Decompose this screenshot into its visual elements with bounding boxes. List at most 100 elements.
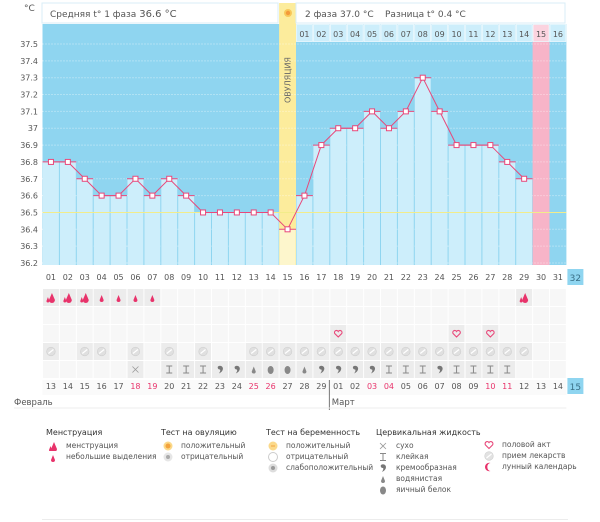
symptom-cell <box>550 325 566 342</box>
symptom-cell <box>550 361 566 378</box>
cycle-day-label: 05 <box>113 273 123 282</box>
calendar-date: 07 <box>435 382 445 391</box>
legend-item: отрицательный <box>286 452 349 461</box>
legend-title: Цервикальная жидкость <box>376 428 481 437</box>
temperature-bar <box>499 161 516 265</box>
cycle-day-label: 12 <box>232 273 242 282</box>
symptom-cell <box>414 307 431 324</box>
creamy-icon <box>234 365 240 374</box>
symptom-cell <box>93 361 110 378</box>
phase2-day-cell <box>515 24 533 42</box>
temperature-point <box>64 158 71 165</box>
heavy-menstruation-icon <box>65 293 72 303</box>
legend-item: положительный <box>286 441 351 450</box>
symptom-cell-filled <box>330 325 347 342</box>
temperature-bar <box>245 212 262 265</box>
symptom-cell <box>499 325 516 342</box>
calendar-date: 27 <box>282 382 292 391</box>
pregnancy-positive-icon <box>266 441 280 451</box>
cycle-day-label: 14 <box>266 273 276 282</box>
symptom-cell <box>195 325 211 342</box>
temperature-bar <box>262 212 279 265</box>
y-tick-label: 36.2 <box>20 259 38 268</box>
pill-icon-line <box>48 349 54 354</box>
footer-divider <box>42 519 568 520</box>
cycle-day-label: 07 <box>147 273 157 282</box>
pill-icon-line <box>436 349 443 354</box>
legend-cervical: Цервикальная жидкость сухо клейкая кремо… <box>376 428 481 495</box>
symptom-cell <box>431 325 448 342</box>
symptom-cell <box>161 289 178 306</box>
cycle-day-label: 24 <box>435 273 445 282</box>
temperature-point <box>385 125 392 132</box>
calendar-date: 19 <box>147 382 157 391</box>
temperature-bar <box>59 161 76 265</box>
sticky-icon <box>376 452 390 462</box>
y-tick-label: 36.9 <box>20 141 38 150</box>
calendar-date: 25 <box>249 382 259 391</box>
symptom-cell <box>279 289 296 306</box>
phase2-day-label: 03 <box>333 30 343 39</box>
symptom-cell <box>161 307 178 324</box>
calendar-date: 17 <box>113 382 123 391</box>
calendar-date: 24 <box>232 382 242 391</box>
symptom-cell <box>364 325 380 342</box>
symptom-cell <box>262 307 279 324</box>
symptom-cell <box>448 289 465 306</box>
symptom-cell <box>245 289 262 306</box>
sticky-icon <box>385 365 392 374</box>
eggwhite-icon <box>267 366 274 374</box>
phase2-day-label: 04 <box>350 30 360 39</box>
creamy-icon <box>352 365 359 374</box>
phase2-day-label: 08 <box>418 30 428 39</box>
temperature-point <box>267 209 274 216</box>
symptom-cell <box>245 325 262 342</box>
symptom-cell <box>397 325 414 342</box>
y-tick-label: 37.3 <box>20 74 38 83</box>
symptom-cell <box>212 289 228 306</box>
cycle-day-label: 21 <box>384 273 394 282</box>
symptom-cell <box>296 289 313 306</box>
symptom-cell <box>228 307 245 324</box>
month-label-2: Март <box>332 398 355 408</box>
pill-icon-line <box>470 349 477 354</box>
symptom-cell <box>212 325 228 342</box>
phase2-day-label: 12 <box>485 30 495 39</box>
symptom-cell <box>76 325 93 342</box>
watery-icon <box>376 474 390 484</box>
calendar-date: 03 <box>367 382 377 391</box>
temperature-bar <box>431 111 448 265</box>
cycle-day-label: 15 <box>282 273 292 282</box>
temperature-point <box>47 158 54 165</box>
legend-item: небольшие выделения <box>66 452 157 461</box>
calendar-date: 08 <box>451 382 461 391</box>
creamy-icon <box>319 365 325 374</box>
symptom-cell <box>550 289 566 306</box>
temperature-point <box>369 108 376 115</box>
temperature-point <box>115 192 122 199</box>
cycle-day-label: 18 <box>333 273 343 282</box>
legend-title: Тест на овуляцию <box>161 428 237 437</box>
y-tick-label: 37 <box>28 124 38 133</box>
phase2-day-label: 16 <box>553 30 563 39</box>
phase2-day-cell <box>431 24 448 42</box>
temperature-point <box>233 209 240 216</box>
temperature-bar <box>516 178 533 265</box>
sun-icon-core <box>285 10 291 16</box>
heavy-menstruation-icon <box>63 297 67 303</box>
temperature-bar <box>178 195 195 265</box>
symptom-cell <box>381 289 397 306</box>
phase2-day-label: 05 <box>367 30 377 39</box>
pill-icon-line <box>352 349 359 354</box>
temperature-bar <box>414 77 431 265</box>
phase2-day-label: 10 <box>451 30 461 39</box>
light-drop-icon <box>46 452 60 462</box>
temperature-point <box>470 142 477 149</box>
symptom-cell <box>330 289 347 306</box>
phase2-day-label: 14 <box>519 30 529 39</box>
symptom-cell <box>431 307 448 324</box>
calendar-date: 09 <box>468 382 478 391</box>
legend-item: водянистая <box>396 474 443 483</box>
phase2-day-label: 06 <box>384 30 394 39</box>
creamy-icon <box>217 365 223 374</box>
